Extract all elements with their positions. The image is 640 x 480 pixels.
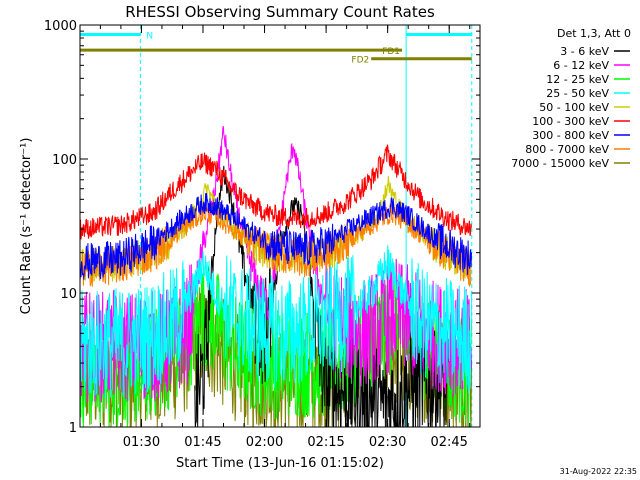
y-tick-label-0: 1	[69, 421, 77, 436]
plot-content	[80, 25, 473, 427]
chart-title: RHESSI Observing Summary Count Rates	[125, 3, 435, 21]
legend-label-8: 7000 - 15000 keV	[511, 157, 609, 170]
x-tick-label-1: 01:45	[184, 435, 221, 450]
legend-label-1: 6 - 12 keV	[553, 59, 609, 72]
footer-timestamp: 31-Aug-2022 22:35	[560, 467, 637, 476]
legend-label-6: 300 - 800 keV	[532, 129, 609, 142]
y-axis-label: Count Rate (s⁻¹ detector⁻¹)	[19, 138, 34, 315]
legend-label-5: 100 - 300 keV	[532, 115, 609, 128]
y-tick-label-2: 100	[52, 153, 77, 168]
time-marker-label-2: FD2	[351, 56, 369, 66]
x-axis-label: Start Time (13-Jun-16 01:15:02)	[176, 456, 384, 471]
legend-title: Det 1,3, Att 0	[557, 27, 631, 40]
plot-frame	[79, 24, 481, 428]
series-line-6	[80, 193, 472, 280]
x-axis: 01:30 01:45 02:00 02:15 02:30 02:45	[99, 25, 471, 450]
x-tick-label-0: 01:30	[123, 435, 160, 450]
time-marker-label-0: N	[146, 31, 153, 41]
legend-label-7: 800 - 7000 keV	[525, 143, 609, 156]
time-marker-label-1: FD1	[382, 47, 400, 57]
y-tick-label-3: 1000	[44, 19, 77, 34]
y-axis: 1 10 100 1000	[44, 19, 480, 436]
legend-label-3: 25 - 50 keV	[546, 87, 609, 100]
x-tick-label-4: 02:30	[369, 435, 406, 450]
legend-label-0: 3 - 6 keV	[560, 45, 609, 58]
legend-label-2: 12 - 25 keV	[546, 73, 609, 86]
x-tick-label-3: 02:15	[307, 435, 344, 450]
x-tick-label-5: 02:45	[430, 435, 467, 450]
legend-label-4: 50 - 100 keV	[539, 101, 609, 114]
y-tick-label-1: 10	[60, 287, 77, 302]
series-line-3	[80, 245, 472, 399]
series-line-5	[80, 144, 472, 240]
x-tick-label-2: 02:00	[246, 435, 283, 450]
plot-area: N FD1 FD2	[80, 25, 473, 427]
